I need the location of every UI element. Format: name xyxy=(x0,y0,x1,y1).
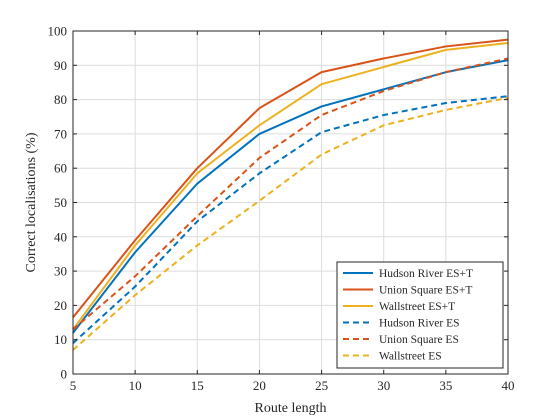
x-tick-label: 20 xyxy=(253,378,266,393)
y-tick-label: 90 xyxy=(54,58,67,73)
legend-label: Hudson River ES xyxy=(379,318,460,330)
x-tick-label: 5 xyxy=(70,378,77,393)
y-tick-label: 80 xyxy=(54,92,67,107)
x-tick-label: 35 xyxy=(439,378,452,393)
legend-label: Union Square ES xyxy=(379,334,459,346)
x-tick-label: 40 xyxy=(502,378,515,393)
series-line-union-square-es-t xyxy=(72,38,509,319)
legend-label: Wallstreet ES xyxy=(379,351,442,363)
axis-ticks: 5 10 15 20 25 30 35 40 0 10 20 30 40 50 60 70 80 90 100 xyxy=(48,24,515,394)
x-axis-label: Route length xyxy=(255,401,327,416)
y-tick-label: 50 xyxy=(54,195,67,210)
series-line-wallstreet-es-t xyxy=(72,42,509,331)
legend-label: Hudson River ES+T xyxy=(379,268,473,280)
y-tick-label: 30 xyxy=(54,264,67,279)
legend-label: Wallstreet ES+T xyxy=(379,301,455,313)
y-tick-label: 70 xyxy=(54,126,67,141)
series-line-hudson-river-es xyxy=(72,95,509,344)
y-tick-label: 40 xyxy=(54,229,67,244)
legend: Hudson River ES+T Union Square ES+T Wallst… xyxy=(336,261,504,369)
legend-box xyxy=(336,261,504,369)
y-tick-label: 60 xyxy=(54,161,67,176)
y-tick-label: 20 xyxy=(54,298,67,313)
series-line-union-square-es xyxy=(72,57,509,331)
grid-lines xyxy=(72,30,509,375)
y-tick-label: 10 xyxy=(54,332,67,347)
x-tick-label: 10 xyxy=(129,378,142,393)
x-tick-label: 30 xyxy=(377,378,390,393)
series-line-hudson-river-es-t xyxy=(72,59,509,334)
legend-label: Union Square ES+T xyxy=(379,285,472,297)
x-tick-label: 25 xyxy=(315,378,328,393)
y-axis-label: Correct localisations (%) xyxy=(24,132,39,272)
y-tick-label: 100 xyxy=(48,24,68,39)
y-tick-label: 0 xyxy=(61,367,68,382)
series-lines xyxy=(72,38,509,351)
x-tick-label: 15 xyxy=(191,378,204,393)
